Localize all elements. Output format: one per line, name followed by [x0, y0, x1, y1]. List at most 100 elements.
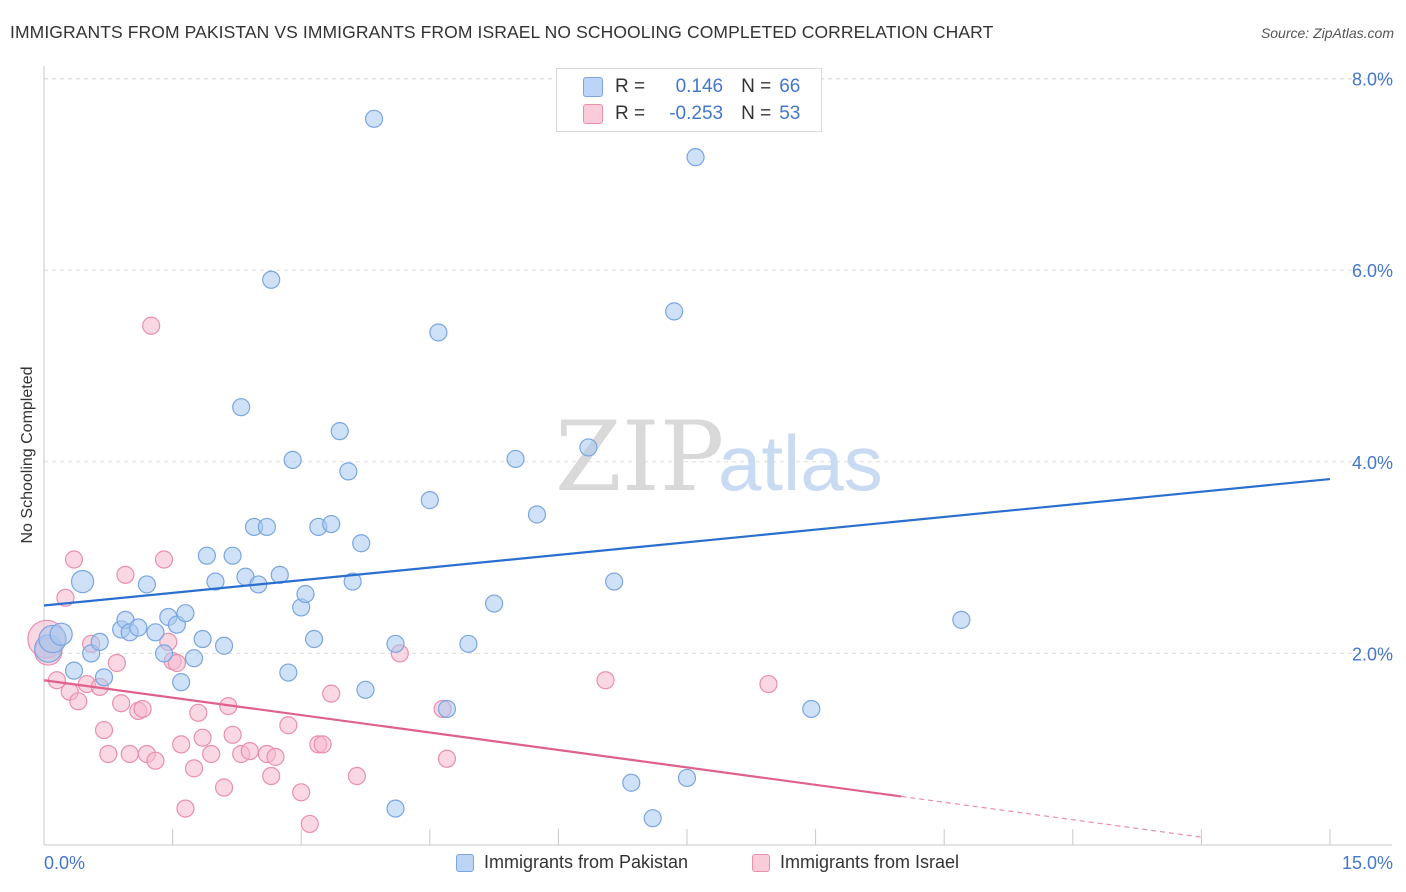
- israel-point: [64, 550, 84, 569]
- x-tick-label-min: 0.0%: [44, 853, 85, 873]
- pakistan-point: [420, 491, 439, 510]
- israel-swatch: [583, 104, 603, 124]
- pakistan-trend-line: [43, 477, 1331, 607]
- israel-point: [262, 766, 281, 786]
- pakistan-point: [352, 534, 371, 553]
- pakistan-point: [304, 629, 324, 649]
- y-tick-label: 2.0%: [1352, 644, 1393, 664]
- pakistan-point: [223, 546, 242, 565]
- stats-row-israel: R = -0.253 N = 53: [557, 101, 800, 127]
- israel-point: [146, 751, 165, 770]
- israel-legend-swatch: [752, 853, 770, 872]
- israel-trend-line-extension: [901, 795, 1202, 838]
- israel-point: [322, 684, 341, 703]
- israel-point: [313, 735, 332, 754]
- chart-title: IMMIGRANTS FROM PAKISTAN VS IMMIGRANTS F…: [10, 22, 994, 42]
- pakistan-point: [386, 634, 405, 653]
- pakistan-point: [137, 575, 156, 594]
- watermark-zip: ZIP: [555, 401, 724, 513]
- israel-point: [142, 316, 161, 335]
- israel-point: [193, 728, 212, 747]
- pakistan-point: [506, 449, 525, 469]
- israel-point: [596, 671, 615, 690]
- israel-point: [437, 749, 457, 768]
- pakistan-point: [437, 699, 457, 719]
- stats-legend: R = 0.146 N = 66 R = -0.253 N = 53: [556, 68, 822, 132]
- pakistan-point: [193, 629, 212, 649]
- pakistan-point: [802, 699, 821, 719]
- pakistan-point: [622, 773, 641, 792]
- r-value: 0.146: [675, 76, 724, 97]
- pakistan-point: [279, 663, 298, 682]
- israel-point: [266, 747, 285, 766]
- pakistan-point: [952, 610, 971, 629]
- israel-point: [154, 550, 174, 569]
- y-tick-label: 6.0%: [1352, 261, 1393, 281]
- pakistan-point: [176, 604, 195, 623]
- pakistan-point: [70, 569, 95, 594]
- legend-label-pakistan: Immigrants from Pakistan: [484, 852, 689, 872]
- israel-point: [214, 778, 234, 797]
- pakistan-point: [146, 623, 165, 642]
- y-tick-label: 8.0%: [1352, 70, 1393, 90]
- pakistan-point: [296, 584, 315, 604]
- pakistan-point: [184, 649, 204, 668]
- israel-point: [292, 783, 311, 802]
- israel-point: [120, 744, 139, 764]
- pakistan-points: [34, 109, 971, 828]
- israel-point: [223, 725, 242, 744]
- pakistan-point: [356, 680, 375, 699]
- pakistan-point: [343, 572, 362, 591]
- pakistan-point: [429, 323, 448, 342]
- pakistan-point: [386, 799, 405, 818]
- pakistan-point: [262, 270, 281, 289]
- israel-point: [94, 720, 114, 740]
- israel-point: [167, 653, 186, 673]
- pakistan-legend-swatch: [456, 853, 474, 872]
- x-tick-label-max: 15.0%: [1342, 853, 1393, 873]
- israel-point: [172, 735, 191, 754]
- source-label: Source: ZipAtlas.com: [1260, 25, 1394, 41]
- pakistan-swatch: [583, 77, 603, 97]
- pakistan-point: [339, 462, 358, 481]
- pakistan-point: [257, 517, 277, 537]
- legend-label-israel: Immigrants from Israel: [780, 852, 960, 872]
- pakistan-point: [232, 398, 251, 417]
- israel-point: [176, 799, 195, 818]
- israel-point: [133, 699, 152, 719]
- israel-point: [300, 814, 319, 834]
- israel-point: [279, 716, 298, 735]
- n-value: 66: [779, 76, 801, 97]
- pakistan-point: [90, 632, 109, 652]
- pakistan-point: [364, 109, 384, 128]
- pakistan-point: [322, 514, 341, 534]
- pakistan-point: [154, 644, 174, 663]
- pakistan-point: [485, 594, 504, 613]
- r-label: R =: [615, 103, 646, 124]
- r-value: -0.253: [669, 103, 724, 124]
- y-tick-label: 4.0%: [1352, 453, 1393, 473]
- n-label: N =: [741, 76, 772, 97]
- pakistan-point: [283, 450, 302, 469]
- grid-lines: [44, 78, 1392, 654]
- pakistan-point: [643, 809, 662, 828]
- pakistan-point: [197, 546, 216, 565]
- israel-point: [112, 694, 131, 713]
- israel-point: [240, 742, 259, 761]
- axes: [43, 66, 1392, 846]
- bottom-legend: Immigrants from Pakistan Immigrants from…: [0, 852, 1406, 878]
- trend-lines: [43, 477, 1331, 838]
- n-label: N =: [741, 103, 772, 124]
- tick-labels: 2.0% 4.0% 6.0% 8.0% 0.0% 15.0%: [44, 70, 1393, 873]
- pakistan-point: [129, 618, 148, 637]
- israel-point: [759, 674, 778, 694]
- n-value: 53: [779, 103, 801, 124]
- israel-point: [184, 759, 204, 778]
- israel-point: [347, 766, 367, 786]
- pakistan-point: [665, 302, 684, 321]
- israel-point: [99, 744, 118, 764]
- israel-point: [202, 744, 221, 764]
- israel-point: [116, 565, 135, 584]
- israel-points: [27, 316, 778, 834]
